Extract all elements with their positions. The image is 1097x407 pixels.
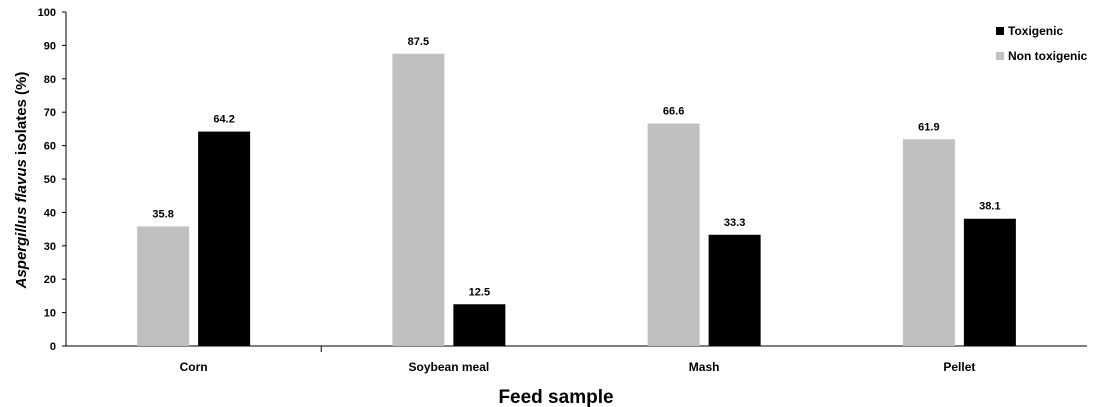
x-category-label: Corn xyxy=(180,360,208,374)
data-label: 38.1 xyxy=(979,201,1000,213)
x-axis-title: Feed sample xyxy=(498,387,613,407)
y-tick-label: 70 xyxy=(44,107,56,119)
bar-toxigenic xyxy=(708,234,761,346)
bar-toxigenic xyxy=(198,131,251,346)
y-tick-label: 100 xyxy=(38,7,56,19)
y-tick-label: 20 xyxy=(44,274,56,286)
y-tick-label: 30 xyxy=(44,241,56,253)
data-label: 12.5 xyxy=(469,286,490,298)
y-axis-title-italic: Aspergillus flavus xyxy=(13,159,30,289)
legend-label: Non toxigenic xyxy=(1008,49,1088,63)
x-axis: Corn Soybean meal Mash Pellet xyxy=(66,345,1087,374)
bars xyxy=(137,53,1016,346)
data-label: 87.5 xyxy=(408,36,429,48)
y-tick-label: 90 xyxy=(44,40,56,52)
bar-non-toxigenic xyxy=(392,53,445,346)
y-tick-label: 80 xyxy=(44,74,56,86)
data-label: 66.6 xyxy=(663,106,684,118)
bar-toxigenic xyxy=(453,304,506,346)
y-tick-label: 60 xyxy=(44,141,56,153)
y-axis-title-rest: isolates (%) xyxy=(13,72,30,160)
legend-label: Toxigenic xyxy=(1008,24,1063,38)
legend-swatch xyxy=(996,27,1004,35)
x-category-label: Pellet xyxy=(943,360,975,374)
data-labels: 35.8 64.2 87.5 12.5 66.6 33.3 61.9 38.1 xyxy=(152,36,1000,299)
x-category-label: Soybean meal xyxy=(409,360,490,374)
data-label: 61.9 xyxy=(918,121,939,133)
data-label: 33.3 xyxy=(724,217,745,229)
bar-non-toxigenic xyxy=(647,123,700,346)
legend: Toxigenic Non toxigenic xyxy=(996,24,1088,63)
y-tick-label: 0 xyxy=(50,341,56,353)
y-tick-label: 10 xyxy=(44,308,56,320)
x-category-label: Mash xyxy=(689,360,720,374)
data-label: 35.8 xyxy=(152,208,173,220)
y-axis-title: Aspergillus flavus isolates (%) xyxy=(13,72,30,290)
bar-toxigenic xyxy=(963,218,1016,346)
legend-swatch xyxy=(996,52,1004,60)
data-label: 64.2 xyxy=(213,114,234,126)
bar-non-toxigenic xyxy=(902,139,955,346)
y-axis: 0 10 20 30 40 50 60 70 80 90 100 xyxy=(38,7,67,353)
y-tick-label: 50 xyxy=(44,174,56,186)
bar-non-toxigenic xyxy=(137,226,190,346)
y-tick-label: 40 xyxy=(44,207,56,219)
